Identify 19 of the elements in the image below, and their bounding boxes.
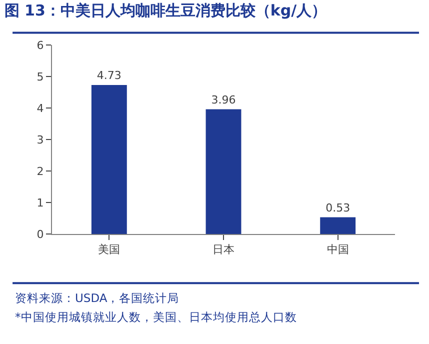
data-label: 0.53 (326, 201, 350, 214)
text: *中国使用城镇就业人数，美国、日本均使用总人口数 (15, 310, 297, 324)
x-tick-label: 中国 (326, 243, 349, 256)
y-tick-label: 4 (36, 102, 44, 115)
y-tick-label: 2 (36, 164, 44, 178)
x-tick-label: 美国 (98, 243, 120, 256)
text: 资料来源：USDA，各国统计局 (15, 291, 180, 305)
bar (206, 109, 242, 234)
y-tick-label: 5 (36, 70, 44, 84)
y-tick-label: 1 (36, 196, 44, 210)
data-label: 4.73 (96, 69, 122, 82)
x-tick-label: 日本 (212, 243, 234, 256)
bar (91, 85, 127, 234)
y-tick-label: 0 (36, 228, 44, 241)
data-label: 3.96 (211, 93, 236, 106)
y-tick-label: 6 (36, 38, 44, 52)
bar (320, 217, 356, 234)
chart-title: 图 13：中美日人均咖啡生豆消费比较（kg/人） (4, 2, 327, 20)
y-tick-label: 3 (36, 133, 44, 146)
